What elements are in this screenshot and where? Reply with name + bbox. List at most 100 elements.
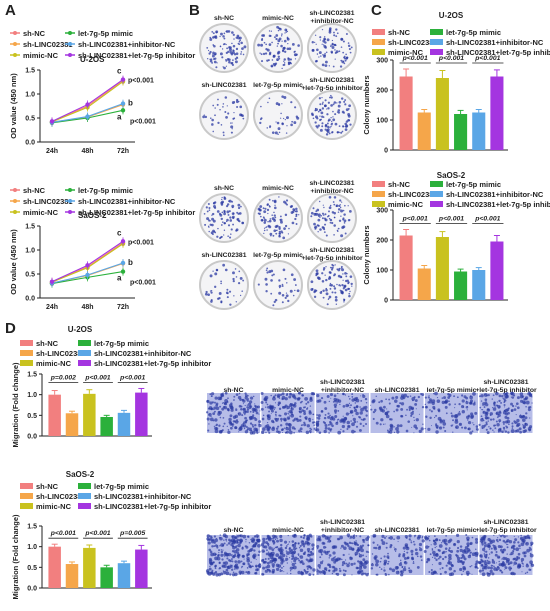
migrated-cell-dot bbox=[363, 565, 367, 569]
colony-dot bbox=[260, 53, 263, 56]
migrated-cell-dot bbox=[456, 546, 460, 550]
migrated-cell-dot bbox=[236, 551, 240, 555]
migrated-cell-dot bbox=[371, 553, 374, 555]
colony-dot bbox=[232, 33, 235, 36]
chart-title: U-2OS bbox=[439, 11, 464, 20]
migrated-cell-dot bbox=[428, 539, 431, 542]
migrated-cell-dot bbox=[397, 571, 399, 573]
colony-dot bbox=[314, 225, 318, 229]
colony-dot bbox=[231, 61, 234, 65]
migrated-cell-dot bbox=[337, 418, 340, 421]
migrated-cell-dot bbox=[316, 547, 319, 550]
colony-dish bbox=[253, 193, 303, 243]
migrated-cell-dot bbox=[247, 395, 249, 397]
migrated-cell-dot bbox=[220, 429, 223, 433]
migrated-cell-dot bbox=[304, 551, 307, 554]
migrated-cell-dot bbox=[486, 572, 489, 575]
migrated-cell-dot bbox=[251, 545, 255, 548]
colony-dot bbox=[331, 291, 334, 294]
colony-dish bbox=[199, 260, 249, 310]
data-point bbox=[120, 108, 126, 113]
migrated-cell-dot bbox=[281, 392, 285, 396]
migrated-cell-dot bbox=[222, 544, 225, 547]
colony-dot bbox=[229, 236, 232, 239]
migrated-cell-dot bbox=[327, 541, 329, 543]
migrated-cell-dot bbox=[389, 544, 393, 547]
migrated-cell-dot bbox=[415, 426, 418, 430]
migrated-cell-dot bbox=[266, 427, 270, 431]
migrated-cell-dot bbox=[267, 551, 270, 553]
colony-dot bbox=[332, 116, 334, 118]
migrated-cell-dot bbox=[331, 565, 335, 569]
migrated-cell-dot bbox=[495, 420, 498, 423]
migrated-cell-dot bbox=[284, 404, 288, 408]
migrated-cell-dot bbox=[353, 409, 358, 413]
colony-dot bbox=[267, 224, 270, 228]
colony-dot bbox=[328, 65, 330, 67]
colony-dot bbox=[350, 282, 353, 286]
migrated-cell-dot bbox=[241, 414, 244, 417]
colony-dot bbox=[276, 121, 280, 125]
colony-dot bbox=[315, 269, 319, 273]
colony-dot bbox=[288, 47, 292, 51]
migrated-cell-dot bbox=[312, 418, 314, 421]
colony-dot bbox=[265, 43, 268, 46]
migrated-cell-dot bbox=[304, 397, 308, 401]
migrated-cell-dot bbox=[512, 547, 516, 551]
migrated-cell-dot bbox=[266, 403, 269, 406]
migrated-cell-dot bbox=[528, 392, 531, 394]
migrated-cell-dot bbox=[498, 394, 502, 398]
migrated-cell-dot bbox=[213, 425, 216, 428]
colony-dot bbox=[321, 63, 325, 67]
colony-dot bbox=[231, 204, 235, 208]
image-label: mimic-NC bbox=[262, 185, 294, 192]
migrated-cell-dot bbox=[254, 403, 256, 405]
migrated-cell-dot bbox=[270, 394, 272, 397]
colony-dot bbox=[290, 101, 293, 104]
migrated-cell-dot bbox=[235, 407, 237, 409]
migrated-cell-dot bbox=[242, 425, 245, 427]
colony-dot bbox=[230, 233, 232, 235]
migrated-cell-dot bbox=[419, 547, 423, 552]
p-value-label: p<0.001 bbox=[84, 374, 110, 381]
p-value-label: p<0.001 bbox=[474, 216, 500, 223]
migrated-cell-dot bbox=[374, 546, 378, 550]
migrated-cell-dot bbox=[511, 427, 514, 429]
migrated-cell-dot bbox=[324, 423, 328, 427]
colony-dot bbox=[213, 60, 217, 64]
colony-dot bbox=[343, 284, 347, 288]
colony-dot bbox=[343, 213, 346, 216]
migrated-cell-dot bbox=[291, 561, 293, 563]
migrated-cell-dot bbox=[498, 538, 502, 542]
migrated-cell-dot bbox=[428, 394, 430, 396]
legend-label: let-7g-5p mimic bbox=[94, 482, 149, 491]
migrated-cell-dot bbox=[448, 556, 452, 561]
y-tick-label: 0.5 bbox=[27, 413, 37, 420]
data-point bbox=[49, 119, 55, 124]
migrated-cell-dot bbox=[508, 566, 512, 570]
colony-dot bbox=[279, 219, 281, 221]
colony-dot bbox=[236, 57, 239, 59]
migrated-cell-dot bbox=[224, 391, 228, 395]
migrated-cell-dot bbox=[285, 426, 288, 429]
migrated-cell-dot bbox=[397, 540, 399, 543]
colony-dot bbox=[340, 59, 343, 62]
migrated-cell-dot bbox=[237, 413, 240, 415]
colony-dot bbox=[330, 125, 332, 128]
migrated-cell-dot bbox=[358, 548, 361, 551]
colony-dot bbox=[329, 266, 332, 269]
migrated-cell-dot bbox=[388, 573, 390, 576]
migrated-cell-dot bbox=[323, 400, 327, 404]
migrated-cell-dot bbox=[385, 542, 388, 545]
legend-label: sh-LINC02381+let-7g-5p inhibitor bbox=[78, 51, 195, 60]
migrated-cell-dot bbox=[339, 535, 343, 540]
migrated-cell-dot bbox=[221, 558, 224, 561]
migrated-cell-dot bbox=[239, 534, 242, 537]
migrated-cell-dot bbox=[283, 571, 285, 573]
migrated-cell-dot bbox=[511, 425, 514, 428]
migrated-cell-dot bbox=[227, 542, 231, 545]
colony-dot bbox=[208, 52, 211, 55]
legend-point-marker bbox=[13, 188, 17, 192]
migrated-cell-dot bbox=[260, 430, 265, 435]
migrated-cell-dot bbox=[314, 428, 318, 432]
